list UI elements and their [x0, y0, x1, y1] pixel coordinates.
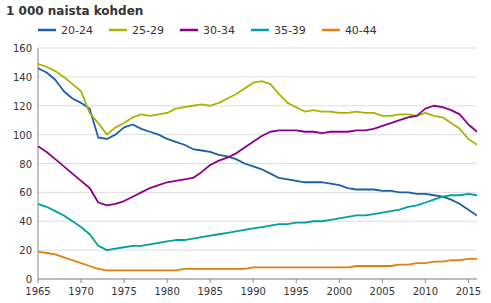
y-tick-label: 40 — [19, 216, 32, 227]
x-tick-label: 1980 — [154, 286, 179, 297]
y-tick-label: 80 — [19, 159, 32, 170]
legend-label: 40-44 — [345, 24, 377, 37]
axes: 0 20 40 60 80 100 120 140 160 1965 1970 1975 1980 198… — [13, 43, 481, 297]
x-tick-label: 2005 — [370, 286, 395, 297]
x-axis-line — [38, 279, 477, 280]
x-tick-label: 1985 — [197, 286, 222, 297]
grid-line — [38, 250, 477, 251]
title: 1 000 naista kohden — [6, 4, 143, 18]
line — [38, 252, 477, 271]
line — [38, 106, 477, 206]
x-tick-label: 2010 — [413, 286, 438, 297]
grid-line — [38, 76, 477, 77]
x-tick — [167, 279, 168, 283]
x-tick — [124, 279, 125, 283]
x-tick — [382, 279, 383, 283]
x-tick-label: 1975 — [111, 286, 136, 297]
x-tick-label: 1965 — [25, 286, 50, 297]
x-tick — [425, 279, 426, 283]
grid-line — [38, 105, 477, 106]
y-tick-label: 120 — [13, 101, 32, 112]
line — [38, 64, 477, 145]
chart: 1 000 naista kohden 0 20 40 60 80 100 120 140 160… — [0, 0, 491, 303]
x-tick — [81, 279, 82, 283]
legend-label: 30-34 — [203, 24, 235, 37]
legend-label: 35-39 — [274, 24, 306, 37]
grid-line — [38, 279, 477, 280]
x-tick — [38, 279, 39, 283]
grid-line — [38, 163, 477, 164]
y-tick-label: 160 — [13, 43, 32, 54]
x-tick — [253, 279, 254, 283]
y-tick-label: 20 — [19, 245, 32, 256]
y-axis-line — [38, 48, 39, 279]
grid-line — [38, 221, 477, 222]
grid-line — [38, 48, 477, 49]
legend: 20-24 25-29 30-34 35-39 40-44 — [38, 24, 377, 37]
y-tick-label: 60 — [19, 187, 32, 198]
y-tick-label: 100 — [13, 130, 32, 141]
legend-label: 25-29 — [132, 24, 164, 37]
line — [38, 68, 477, 215]
x-tick — [296, 279, 297, 283]
legend-swatch — [38, 29, 56, 32]
plot-area — [38, 64, 477, 270]
grid-line — [38, 134, 477, 135]
x-tick-label: 2000 — [327, 286, 352, 297]
legend-label: 20-24 — [61, 24, 93, 37]
x-tick — [339, 279, 340, 283]
x-tick — [210, 279, 211, 283]
y-tick-label: 140 — [13, 72, 32, 83]
x-tick-label: 1990 — [240, 286, 265, 297]
line — [38, 194, 477, 250]
legend-swatch — [322, 29, 340, 32]
x-tick-label: 1995 — [284, 286, 309, 297]
x-tick-label: 1970 — [68, 286, 93, 297]
x-tick — [468, 279, 469, 283]
legend-swatch — [180, 29, 198, 32]
y-tick-label: 0 — [26, 274, 32, 285]
legend-swatch — [251, 29, 269, 32]
x-tick-label: 2015 — [456, 286, 481, 297]
legend-swatch — [109, 29, 127, 32]
